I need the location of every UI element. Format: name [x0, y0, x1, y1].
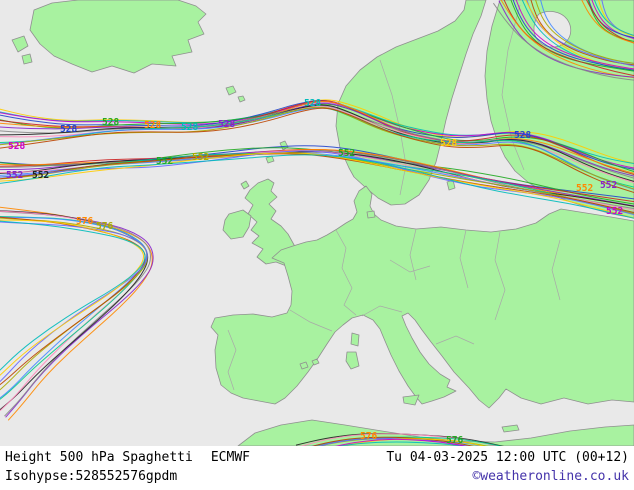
copyright: ©weatheronline.co.uk [472, 469, 629, 484]
land-ireland [222, 209, 252, 240]
isohypse-528-member-line [0, 104, 634, 182]
isohypse-528-member-line [586, 0, 634, 44]
isohypse-528-member-line [500, 0, 634, 79]
isohypse-576-member-line [0, 217, 148, 391]
isohypse-label-576: 576 [96, 221, 113, 232]
isohypse-528-member-line [515, 0, 634, 70]
isohypse-576-member-line [339, 438, 485, 446]
footer-row-title: Height 500 hPa Spaghetti ECMWF Tu 04-03-2… [5, 448, 629, 467]
legend-value-552: 552 [98, 469, 123, 484]
land-faroe [225, 85, 246, 103]
isohypse-label-528: 528 [144, 120, 161, 131]
legend-unit: gpdm [145, 469, 178, 484]
isohypse-528-member-line [0, 107, 634, 194]
land-continental-europe [210, 185, 634, 409]
isohypse-576-member-line [0, 221, 148, 383]
isohypse-label-528: 528 [8, 141, 25, 152]
land-crete [501, 424, 520, 433]
isohypse-label-552: 552 [606, 206, 623, 217]
land-zealand [366, 210, 376, 219]
isohypse-576-member-line [0, 220, 146, 371]
isohypse-label-552: 552 [192, 152, 209, 163]
country-border [335, 229, 357, 316]
land-iceland-isles [11, 35, 33, 65]
isohypse-528-member-line [535, 0, 634, 64]
isohypse-528-member-line [510, 0, 634, 72]
valid-datetime: Tu 04-03-2025 12:00 UTC (00+12) [386, 450, 629, 465]
isohypse-label-552: 552 [576, 183, 593, 194]
land-corsica [350, 332, 360, 347]
isohypse-528-member-line [593, 0, 634, 37]
isohypse-528-member-line [498, 0, 634, 78]
land-balearics [299, 358, 320, 370]
legend-value-576: 576 [122, 469, 146, 484]
isohypse-528-member-line [598, 0, 634, 37]
isohypse-552-member-line [0, 150, 634, 210]
isohypse-528-member-line [581, 0, 634, 44]
isohypse-528-member-line [512, 0, 634, 71]
country-border [289, 309, 333, 332]
country-border [435, 335, 475, 345]
footer: Height 500 hPa Spaghetti ECMWF Tu 04-03-2… [0, 446, 634, 490]
isohypse-legend: Isohypse:528552576gpdm [5, 467, 177, 486]
country-border [227, 329, 237, 391]
country-border [361, 305, 403, 317]
isohypse-528-member-line [0, 106, 634, 190]
isohypse-label-528: 528 [218, 119, 235, 130]
isohypse-label-576: 576 [446, 435, 463, 446]
isohypse-576-member-line [0, 219, 144, 376]
isohypse-528-member-line [526, 0, 634, 67]
isohypse-label-552: 552 [338, 148, 355, 159]
legend-label: Isohypse: [5, 469, 76, 484]
chart-title: Height 500 hPa Spaghetti [5, 450, 193, 465]
model-name: ECMWF [210, 450, 250, 465]
country-border [551, 239, 561, 301]
country-border [389, 259, 431, 273]
land-iceland [29, 0, 207, 74]
isohypse-label-576: 576 [360, 431, 377, 442]
isohypse-label-552: 552 [600, 180, 617, 191]
land-sicily [402, 394, 420, 406]
isohypse-label-552: 552 [6, 170, 23, 181]
isohypse-528-member-line [0, 99, 634, 164]
map-area: 528 528 528 528 528 528 552 552 552 552 528 552 528 5… [0, 0, 634, 446]
land-sardinia [345, 351, 360, 370]
title-group: Height 500 hPa Spaghetti ECMWF [5, 448, 250, 467]
country-border [494, 231, 506, 321]
isohypse-576-member-line [334, 438, 467, 446]
legend-value-528: 528 [75, 469, 99, 484]
isohypse-552-member-line [0, 154, 634, 219]
land-hebrides [240, 180, 250, 190]
isohypse-label-528: 528 [304, 98, 321, 109]
isohypse-label-528: 528 [60, 124, 77, 135]
country-border [459, 229, 469, 289]
isohypse-label-552: 552 [156, 156, 173, 167]
isohypse-528-member-line [492, 2, 634, 81]
isohypse-label-552: 552 [32, 170, 49, 181]
isohypse-576-member-line [311, 436, 474, 446]
country-border [409, 228, 417, 281]
isohypse-label-528: 528 [102, 117, 119, 128]
footer-row-legend: Isohypse:528552576gpdm ©weatheronline.co… [5, 467, 629, 486]
country-border [501, 4, 525, 171]
isohypse-576-member-line [336, 441, 466, 446]
isohypse-label-576: 576 [76, 216, 93, 227]
isohypse-528-member-line [530, 0, 634, 66]
isohypse-552-member-line [0, 150, 634, 216]
weather-map-svg: 528 528 528 528 528 528 552 552 552 552 528 552 528 5… [0, 0, 634, 446]
isohypse-label-528: 528 [440, 138, 457, 149]
isohypse-label-528: 528 [514, 130, 531, 141]
isohypse-552-member-line [0, 153, 634, 213]
isohypse-label-528: 528 [181, 122, 198, 133]
